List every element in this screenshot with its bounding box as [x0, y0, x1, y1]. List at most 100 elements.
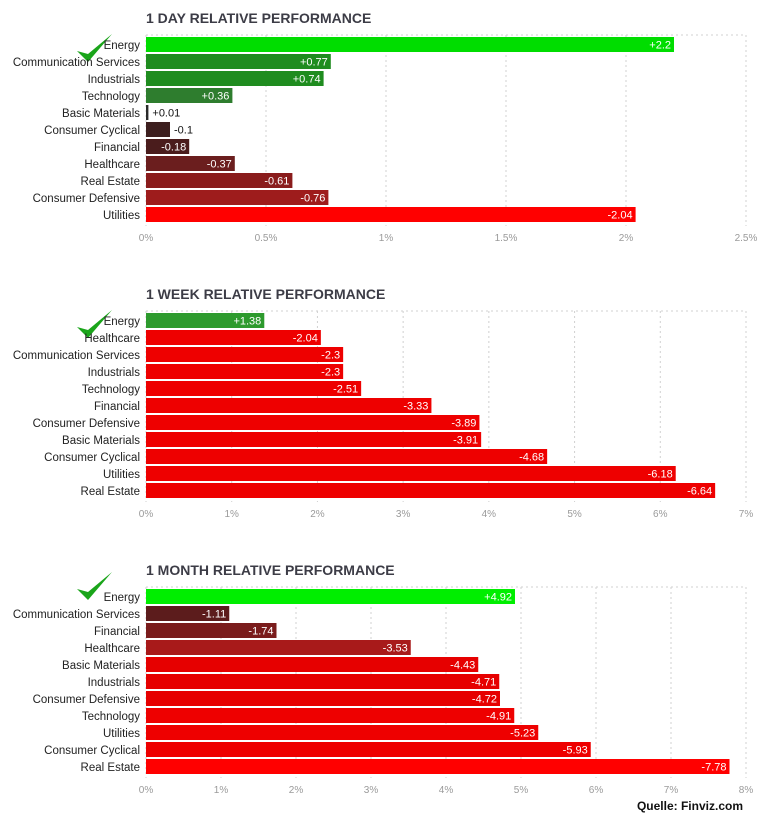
data-label: -0.1: [174, 125, 193, 137]
x-tick-label: 1.5%: [495, 233, 518, 244]
category-label: Communication Services: [13, 350, 140, 362]
data-label: -6.18: [648, 469, 673, 481]
data-label: -0.37: [207, 159, 232, 171]
checkmark-icon: [77, 310, 112, 338]
x-tick-label: 0%: [139, 509, 154, 520]
category-label: Healthcare: [84, 643, 140, 655]
x-tick-label: 0%: [139, 785, 154, 796]
x-tick-label: 0.5%: [255, 233, 278, 244]
checkmark-icon: [77, 572, 112, 600]
data-label: -2.04: [608, 210, 633, 222]
bar: [146, 759, 730, 774]
data-label: -3.33: [403, 401, 428, 413]
category-label: Communication Services: [13, 57, 140, 69]
bar: [146, 606, 230, 621]
category-label: Industrials: [88, 677, 141, 689]
category-label: Technology: [82, 384, 140, 396]
category-label: Real Estate: [81, 762, 140, 774]
category-label: Real Estate: [81, 176, 140, 188]
category-label: Energy: [104, 316, 141, 328]
data-label: -2.51: [333, 384, 358, 396]
x-tick-label: 1%: [224, 509, 239, 520]
bar: [146, 398, 432, 413]
bar: [146, 139, 190, 154]
x-tick-label: 5%: [567, 509, 582, 520]
bar: [146, 173, 293, 188]
category-label: Utilities: [103, 728, 140, 740]
data-label: -5.23: [510, 728, 535, 740]
x-tick-label: 5%: [514, 785, 529, 796]
data-label: -5.93: [563, 745, 588, 757]
category-label: Utilities: [103, 210, 140, 222]
data-label: +0.01: [152, 108, 180, 120]
bar: [146, 330, 321, 345]
bar: [146, 190, 329, 205]
data-label: +4.92: [484, 592, 512, 604]
category-label: Utilities: [103, 469, 140, 481]
x-tick-label: 6%: [589, 785, 604, 796]
data-label: -1.11: [202, 609, 226, 621]
category-label: Energy: [104, 592, 141, 604]
bar: [146, 466, 676, 481]
chart-title: 1 MONTH RELATIVE PERFORMANCE: [146, 562, 395, 578]
bar-chart-1day: 0% 0.5% 1% 1.5% 2% 2.5% Energy +2.2 Communicatio…: [13, 34, 758, 244]
x-tick-label: 2%: [310, 509, 325, 520]
category-label: Financial: [94, 142, 140, 154]
bar: [146, 483, 716, 498]
category-label: Financial: [94, 401, 140, 413]
category-label: Consumer Cyclical: [44, 125, 140, 137]
bar: [146, 54, 331, 69]
bar: [146, 105, 149, 120]
bar: [146, 449, 548, 464]
x-tick-label: 2.5%: [735, 233, 758, 244]
x-tick-label: 4%: [482, 509, 497, 520]
data-label: -1.74: [248, 626, 273, 638]
bar: [146, 88, 233, 103]
x-tick-label: 2%: [619, 233, 634, 244]
bar: [146, 313, 265, 328]
data-label: +1.38: [233, 316, 261, 328]
category-label: Healthcare: [84, 159, 140, 171]
bar: [146, 122, 170, 137]
bar: [146, 207, 636, 222]
data-label: -7.78: [701, 762, 726, 774]
data-label: +0.77: [300, 57, 328, 69]
data-label: +2.2: [649, 40, 671, 52]
bar: [146, 691, 500, 706]
bar: [146, 347, 344, 362]
category-label: Basic Materials: [62, 108, 140, 120]
category-label: Communication Services: [13, 609, 140, 621]
checkmark-icon: [77, 34, 112, 62]
category-label: Financial: [94, 626, 140, 638]
data-label: -3.91: [453, 435, 478, 447]
x-tick-label: 1%: [214, 785, 229, 796]
category-label: Consumer Defensive: [33, 694, 140, 706]
bar: [146, 432, 482, 447]
bar: [146, 725, 539, 740]
x-tick-label: 3%: [396, 509, 411, 520]
data-label: -2.3: [321, 350, 340, 362]
x-tick-label: 7%: [664, 785, 679, 796]
bar: [146, 415, 480, 430]
source-footer: Quelle: Finviz.com: [636, 799, 743, 813]
bar: [146, 156, 235, 171]
data-label: -4.43: [450, 660, 475, 672]
category-label: Healthcare: [84, 333, 140, 345]
bar: [146, 708, 515, 723]
category-label: Consumer Cyclical: [44, 745, 140, 757]
category-label: Basic Materials: [62, 435, 140, 447]
data-label: -4.71: [471, 677, 496, 689]
category-label: Technology: [82, 711, 140, 723]
category-label: Real Estate: [81, 486, 140, 498]
category-label: Energy: [104, 40, 141, 52]
chart-title: 1 WEEK RELATIVE PERFORMANCE: [146, 286, 386, 302]
x-tick-label: 6%: [653, 509, 668, 520]
data-label: -3.53: [383, 643, 408, 655]
data-label: -4.72: [472, 694, 497, 706]
category-label: Consumer Defensive: [33, 193, 140, 205]
data-label: -6.64: [687, 486, 712, 498]
x-tick-label: 1%: [379, 233, 394, 244]
data-label: +0.74: [293, 74, 321, 86]
bar: [146, 623, 277, 638]
